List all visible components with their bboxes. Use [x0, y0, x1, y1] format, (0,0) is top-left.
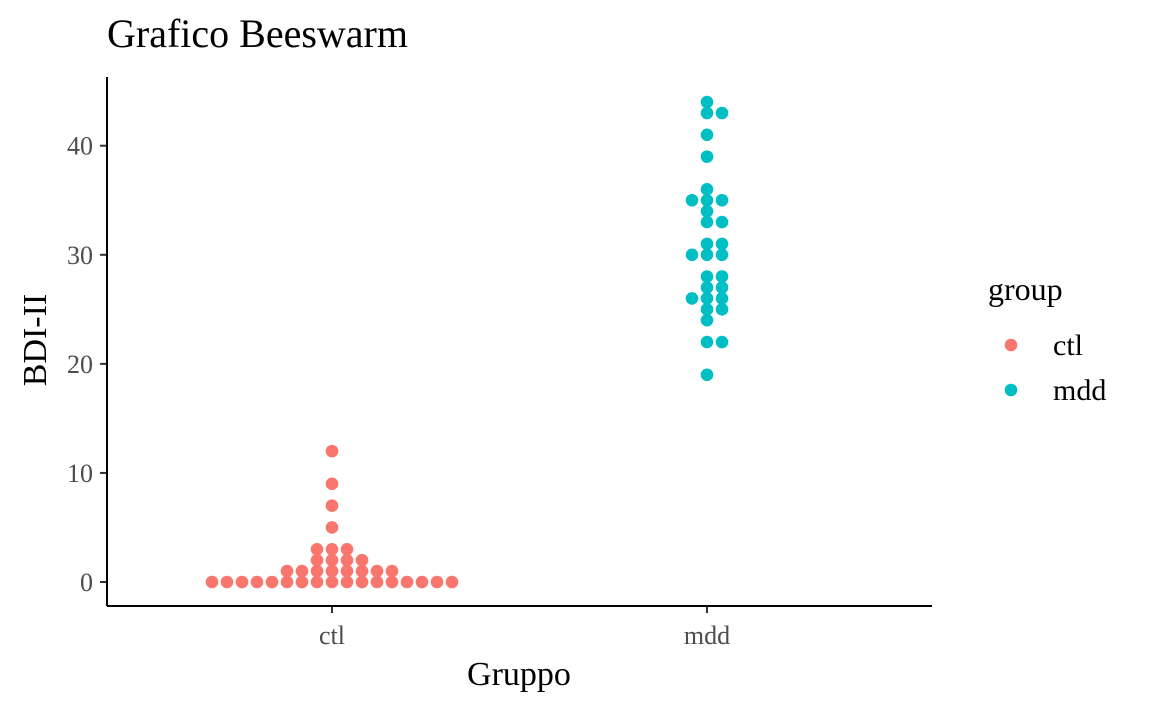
data-point	[700, 204, 714, 218]
y-tick-label: 30	[67, 241, 93, 270]
data-point	[415, 575, 429, 589]
x-axis-ticks: ctl mdd	[319, 606, 730, 650]
data-point	[295, 575, 309, 589]
data-point	[700, 106, 714, 120]
data-point	[715, 270, 729, 283]
y-axis-label: BDI-II	[17, 294, 54, 387]
data-point	[325, 444, 339, 458]
data-point	[310, 542, 324, 556]
data-point	[355, 564, 369, 578]
data-point	[295, 564, 309, 578]
data-points	[205, 95, 729, 589]
legend-label: mdd	[1053, 374, 1106, 407]
data-point	[715, 281, 729, 294]
chart-title: Grafico Beeswarm	[107, 11, 408, 56]
legend: group ctl mdd	[988, 271, 1106, 407]
data-point	[715, 106, 729, 120]
data-point	[385, 564, 399, 578]
y-tick-label: 20	[67, 350, 93, 379]
series-mdd	[685, 95, 729, 382]
y-tick-label: 40	[67, 132, 93, 161]
y-tick-label: 10	[67, 459, 93, 488]
y-tick-label: 0	[80, 568, 93, 597]
data-point	[325, 542, 339, 556]
data-point	[685, 193, 699, 207]
data-point	[700, 303, 714, 316]
data-point	[700, 248, 714, 262]
data-point	[310, 575, 324, 589]
data-point	[340, 575, 354, 589]
data-point	[355, 553, 369, 567]
data-point	[355, 575, 369, 589]
data-point	[235, 575, 249, 589]
data-point	[445, 575, 459, 589]
data-point	[325, 499, 339, 512]
data-point	[310, 564, 324, 578]
x-axis-label: Gruppo	[467, 656, 571, 693]
data-point	[280, 575, 294, 589]
data-point	[700, 335, 714, 349]
data-point	[700, 270, 714, 283]
x-tick-label: mdd	[684, 621, 730, 650]
data-point	[325, 553, 339, 567]
x-tick-label: ctl	[319, 621, 345, 650]
data-point	[700, 237, 714, 251]
data-point	[250, 575, 264, 589]
data-point	[430, 575, 444, 589]
data-point	[385, 575, 399, 589]
data-point	[205, 575, 219, 589]
data-point	[715, 248, 729, 262]
data-point	[715, 335, 729, 349]
data-point	[715, 303, 729, 316]
data-point	[715, 237, 729, 251]
data-point	[400, 575, 414, 589]
data-point	[700, 368, 714, 382]
data-point	[700, 150, 714, 163]
legend-label: ctl	[1053, 329, 1083, 362]
data-point	[370, 575, 384, 589]
data-point	[700, 215, 714, 229]
data-point	[325, 477, 339, 491]
legend-key	[1004, 383, 1018, 397]
data-point	[700, 292, 714, 305]
data-point	[700, 193, 714, 207]
data-point	[220, 575, 234, 589]
legend-title: group	[988, 271, 1063, 307]
data-point	[685, 292, 699, 305]
data-point	[325, 521, 339, 534]
series-ctl	[205, 444, 459, 589]
data-point	[700, 313, 714, 327]
data-point	[685, 248, 699, 262]
data-point	[700, 128, 714, 142]
legend-key	[1004, 338, 1018, 352]
data-point	[700, 281, 714, 294]
data-point	[700, 95, 714, 109]
data-point	[340, 553, 354, 567]
data-point	[340, 542, 354, 556]
data-point	[370, 564, 384, 578]
data-point	[280, 564, 294, 578]
data-point	[715, 193, 729, 207]
data-point	[265, 575, 279, 589]
data-point	[310, 553, 324, 567]
data-point	[325, 575, 339, 589]
data-point	[340, 564, 354, 578]
data-point	[715, 292, 729, 305]
data-point	[715, 215, 729, 229]
data-point	[700, 183, 714, 196]
y-axis-ticks: 0 10 20 30 40	[67, 132, 107, 597]
data-point	[325, 564, 339, 578]
